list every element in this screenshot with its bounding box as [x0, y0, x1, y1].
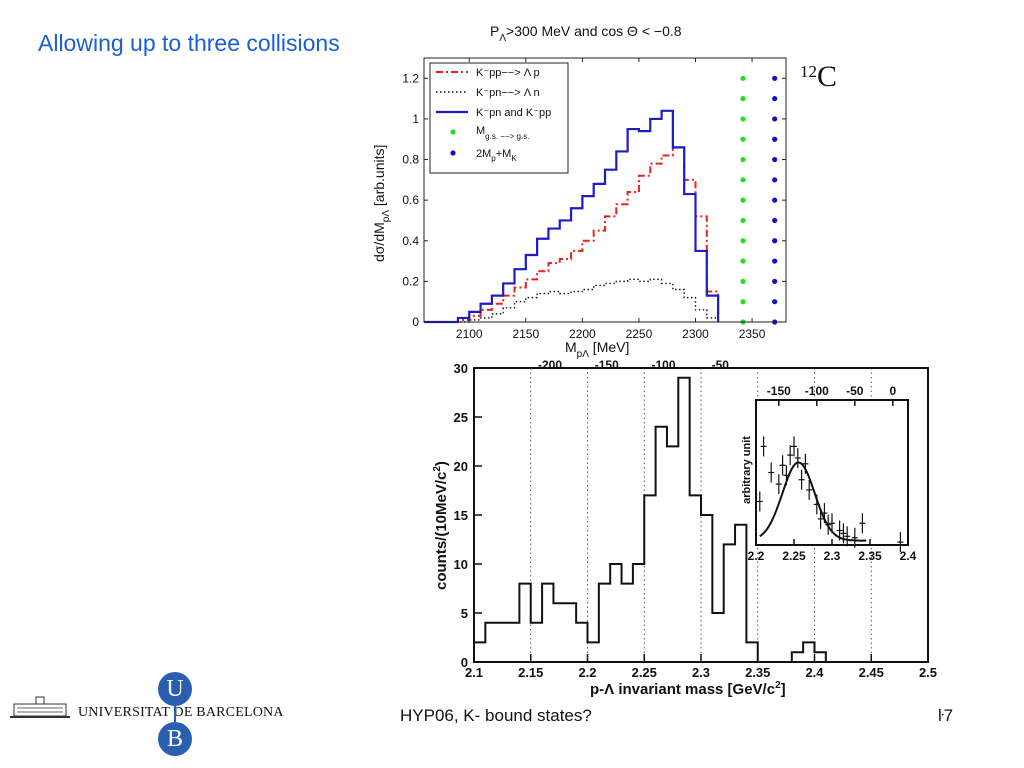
series-line-2 [424, 109, 720, 324]
inset-x-tick-label: 2.25 [782, 549, 806, 563]
logo-letter-b: B [158, 722, 192, 756]
marker-point-1-11 [772, 96, 778, 102]
marker-point-1-6 [772, 197, 778, 203]
y-tick-label: 0.6 [402, 193, 419, 207]
y-tick-label: 15 [454, 508, 468, 523]
marker-point-0-4 [740, 238, 746, 244]
marker-point-0-10 [740, 116, 746, 122]
inset-ylabel: arbitrary unit [741, 436, 753, 504]
element-symbol: C [817, 60, 838, 93]
y-tick-label: 1.2 [402, 71, 419, 85]
legend-label-3: Mg.s. −−> g.s. [476, 125, 529, 141]
y-tick-label: 25 [454, 410, 468, 425]
mass-number: 12 [800, 62, 817, 81]
top-tick-label: -150 [595, 358, 619, 372]
top-tick-label: -100 [652, 358, 676, 372]
logo-letter-u: U [158, 672, 192, 706]
x-tick-label: 2.2 [578, 665, 596, 680]
x-tick-label: 2350 [739, 327, 766, 341]
chart2-xlabel: p-Λ invariant mass [GeV/c2] [590, 680, 786, 698]
y-tick-label: 0.2 [402, 274, 419, 288]
legend-dot-3 [450, 129, 456, 135]
inset-x-tick-label: 2.2 [748, 549, 765, 563]
marker-point-1-10 [772, 116, 778, 122]
legend-label-4: 2Mp+MK [476, 148, 517, 163]
marker-point-1-1 [772, 299, 778, 305]
legend-label-0: K⁻pp−−> Λ p [476, 67, 540, 79]
marker-point-0-6 [740, 197, 746, 203]
x-tick-label: 2200 [569, 327, 596, 341]
inset-fit-curve [759, 461, 867, 542]
marker-point-1-9 [772, 136, 778, 142]
legend-label-2: K⁻pn and K⁻pp [476, 107, 551, 119]
marker-point-0-9 [740, 136, 746, 142]
chart1-frame [423, 57, 787, 323]
inset-x-tick-label: 2.3 [824, 549, 841, 563]
marker-point-0-8 [740, 156, 746, 163]
marker-point-0-1 [740, 299, 746, 305]
marker-point-1-12 [772, 75, 778, 81]
x-tick-label: 2.3 [692, 665, 710, 680]
inset-x-tick-label: 2.4 [900, 549, 917, 563]
inset-top-tick-label: -150 [767, 384, 791, 398]
marker-point-1-4 [772, 238, 778, 244]
y-tick-label: 0 [461, 655, 468, 670]
y-tick-label: 10 [454, 557, 468, 572]
y-tick-label: 5 [461, 606, 468, 621]
x-tick-label: 2.15 [518, 665, 543, 680]
logo-connector-line [174, 706, 176, 722]
marker-point-0-3 [740, 258, 746, 264]
y-tick-label: 20 [454, 459, 468, 474]
y-tick-label: 0.4 [402, 234, 419, 248]
x-tick-label: 2.1 [465, 665, 483, 680]
marker-point-0-5 [740, 217, 746, 224]
legend-label-1: K⁻pn−−> Λ n [476, 87, 540, 99]
top-tick-label: -200 [538, 358, 562, 372]
x-tick-label: 2.5 [919, 665, 937, 680]
x-tick-label: 2.4 [805, 665, 824, 680]
y-tick-label: 30 [454, 361, 468, 376]
marker-point-0-11 [740, 96, 746, 102]
inset-x-tick-label: 2.35 [858, 549, 882, 563]
x-tick-label: 2100 [456, 327, 483, 341]
series-line-0 [424, 146, 720, 323]
top-tick-label: -50 [712, 358, 730, 372]
inset-top-tick-label: 0 [889, 384, 896, 398]
marker-point-0-2 [740, 278, 746, 284]
y-tick-label: 1 [412, 112, 419, 126]
marker-point-1-5 [772, 217, 778, 224]
x-tick-label: 2300 [682, 327, 709, 341]
footer-text: HYP06, K- bound states? [400, 706, 592, 725]
chart2-ylabel: counts/(10MeV/c2) [432, 461, 450, 590]
histogram-line [473, 376, 928, 663]
marker-point-1-7 [772, 177, 778, 183]
marker-point-1-8 [772, 156, 778, 163]
series-line-1 [424, 278, 719, 323]
chart1-xlabel: MpΛ [MeV] [565, 339, 629, 360]
x-tick-label: 2.45 [859, 665, 884, 680]
chart1-ylabel: dσ/dMpΛ [arb.units] [371, 145, 392, 262]
marker-point-1-3 [772, 258, 778, 264]
slide-title: Allowing up to three collisions [38, 30, 340, 56]
legend-dot-4 [450, 150, 456, 156]
x-tick-label: 2.35 [745, 665, 770, 680]
inset-top-tick-label: -100 [805, 384, 829, 398]
page-number: ŀ7 [938, 706, 954, 725]
university-name: UNIVERSITAT DE BARCELONA [78, 705, 284, 720]
x-tick-label: 2250 [626, 327, 653, 341]
marker-point-0-12 [740, 75, 746, 81]
y-tick-label: 0 [412, 315, 419, 329]
x-tick-label: 2150 [512, 327, 539, 341]
nucleus-label: 12C [800, 60, 837, 94]
x-tick-label: 2.25 [632, 665, 657, 680]
marker-point-0-7 [740, 177, 746, 183]
chart1-title: PΛ>300 MeV and cos Θ < −0.8 [490, 23, 682, 44]
y-tick-label: 0.8 [402, 153, 419, 167]
inset-top-tick-label: -50 [846, 384, 864, 398]
marker-point-1-2 [772, 278, 778, 284]
